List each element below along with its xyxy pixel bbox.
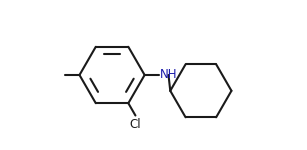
- Text: Cl: Cl: [130, 118, 141, 131]
- Text: NH: NH: [160, 69, 177, 81]
